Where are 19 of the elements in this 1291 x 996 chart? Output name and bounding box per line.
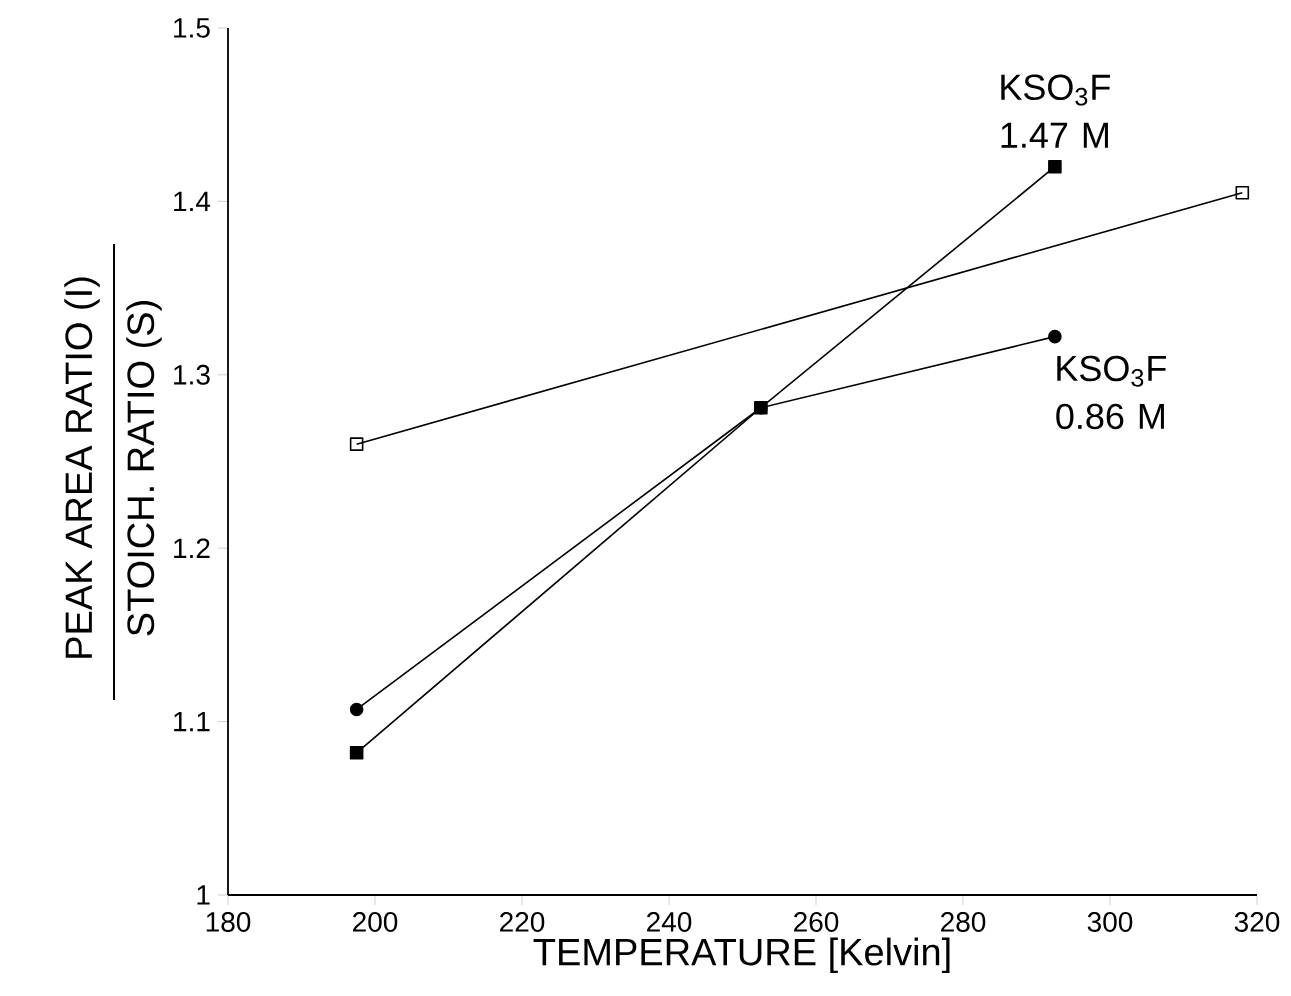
text: STOICH. RATIO (S)	[126, 301, 162, 636]
y-tick-label: 1.3	[174, 364, 210, 385]
series-label: KSO$_{3}$F 1.47 M	[1001, 74, 1110, 148]
x-tick-label: 260	[794, 912, 839, 932]
x-axis-title: TEMPERATURE [Kelvin]	[533, 937, 950, 974]
x-tick-label: 320	[1234, 912, 1280, 932]
x-tick-label: 240	[647, 912, 692, 932]
x-tick-label: 280	[941, 912, 986, 932]
y-tick-label: 1.1	[174, 711, 210, 732]
y-tick-label: 1.5	[174, 18, 210, 38]
y-tick-label: 1	[197, 885, 210, 905]
y-tick-label: 1.2	[174, 538, 210, 558]
x-tick-label: 220	[500, 912, 545, 932]
series-label: KSO$_{3}$F 0.86 M	[1056, 355, 1166, 430]
x-tick-label: 180	[206, 912, 251, 932]
x-tick-label: 300	[1087, 912, 1133, 932]
y-axis-title: PEAK AREA RATIO (I)	[64, 277, 100, 658]
x-tick-label: 200	[353, 912, 398, 932]
y-tick-label: 1.4	[174, 191, 211, 212]
